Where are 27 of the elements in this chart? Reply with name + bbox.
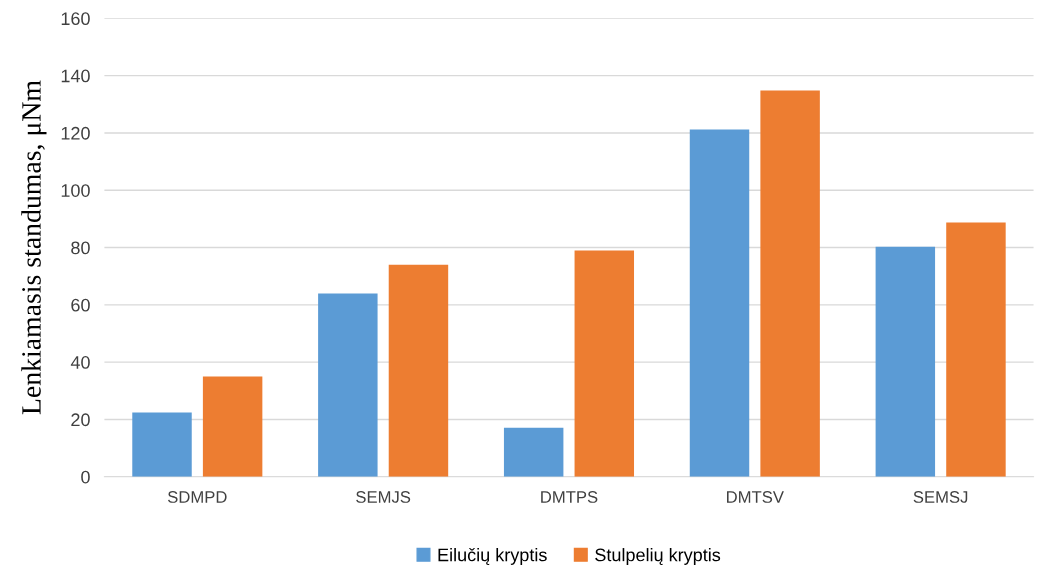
bar <box>503 427 564 477</box>
bar <box>318 293 378 477</box>
x-tick-label: SDMPD <box>167 491 227 503</box>
y-tick-label: 0 <box>81 470 90 484</box>
x-tick-label: SEMSJ <box>913 491 968 503</box>
bar <box>689 129 750 477</box>
y-tick-label: 120 <box>61 126 90 140</box>
y-tick-label: 20 <box>71 413 90 427</box>
x-tick-label: SEMJS <box>356 491 411 503</box>
y-tick-label: 160 <box>61 12 90 26</box>
bar <box>574 250 635 477</box>
bar <box>388 264 449 477</box>
bar <box>946 222 1006 477</box>
x-tick-label: DMTPS <box>541 491 598 503</box>
y-axis-title: Lenkiamasis standumas, μNm <box>21 80 47 415</box>
legend-label: Eilučių kryptis <box>438 547 547 565</box>
y-tick-label: 40 <box>70 356 90 369</box>
bar <box>132 412 192 477</box>
y-tick-label: 100 <box>61 184 90 197</box>
x-tick-label: DMTSV <box>727 491 784 503</box>
y-tick-label: 60 <box>71 298 90 312</box>
bar <box>202 376 263 477</box>
y-tick-label: 80 <box>71 241 90 255</box>
bar <box>760 90 820 477</box>
y-tick-label: 140 <box>61 69 90 83</box>
legend-label: Stulpelių kryptis <box>595 548 721 565</box>
bar <box>875 246 936 477</box>
